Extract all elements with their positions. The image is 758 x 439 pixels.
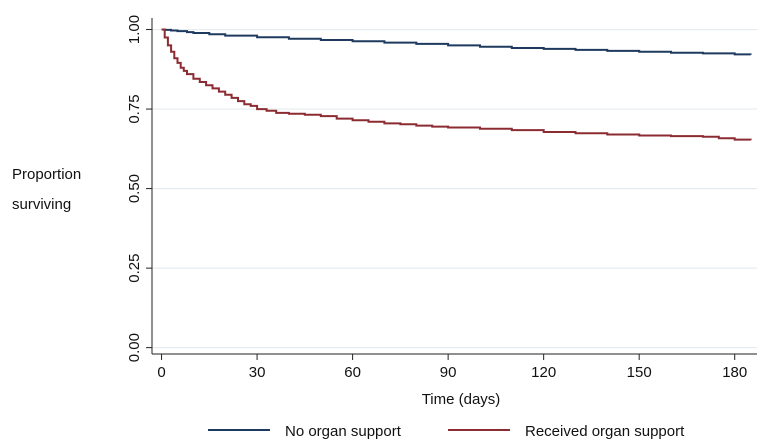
x-tick-label-2: 60	[344, 364, 361, 381]
axes	[151, 18, 757, 355]
x-tick-label-4: 120	[531, 364, 556, 381]
x-axis-label: Time (days)	[422, 391, 501, 408]
x-tick-label-3: 90	[440, 364, 457, 381]
legend: No organ support Received organ support	[208, 423, 685, 439]
series-line-received-organ-support	[161, 28, 752, 141]
y-axis-ticks: 0.00 0.25 0.50 0.75 1.00	[126, 15, 152, 362]
y-tick-label-4: 1.00	[126, 15, 143, 44]
legend-label-no-organ-support: No organ support	[285, 423, 402, 439]
x-tick-label-5: 150	[627, 364, 652, 381]
grid-lines	[152, 28, 757, 349]
x-tick-label-6: 180	[722, 364, 747, 381]
y-tick-label-1: 0.25	[126, 254, 143, 283]
x-tick-label-0: 0	[157, 364, 165, 381]
y-tick-label-3: 0.75	[126, 94, 143, 123]
series-line-no-organ-support	[161, 28, 752, 56]
x-tick-label-1: 30	[249, 364, 266, 381]
legend-label-received-organ-support: Received organ support	[525, 423, 685, 439]
y-tick-label-2: 0.50	[126, 174, 143, 203]
series-lines	[161, 28, 752, 141]
y-axis-label-line2: surviving	[12, 196, 72, 213]
y-tick-label-0: 0.00	[126, 333, 143, 362]
x-axis-ticks: 0 30 60 90 120 150 180	[157, 354, 747, 381]
y-axis-label-line1: Proportion	[12, 166, 82, 183]
